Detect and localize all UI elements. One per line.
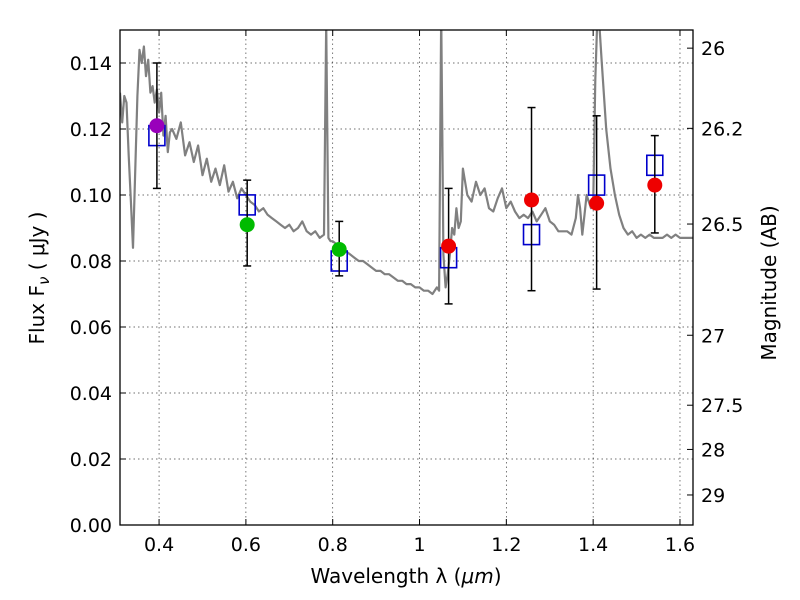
x-tick-label: 1 — [413, 534, 425, 556]
x-tick-labels: 0.4 0.6 0.8 1 1.2 1.4 1.6 — [144, 534, 695, 556]
magnitude-tick-labels: 26 26.2 26.5 27 27.5 28 29 — [701, 38, 743, 507]
x-tick-label: 0.6 — [231, 534, 261, 556]
magnitude-tick-label: 27 — [701, 325, 725, 347]
x-tick-label: 0.8 — [318, 534, 348, 556]
y-tick-labels: 0.00 0.02 0.04 0.06 0.08 0.10 0.12 0.14 — [70, 53, 112, 537]
y-tick-label: 0.06 — [70, 317, 112, 339]
observed-point — [239, 217, 255, 233]
x-tick-label: 1.2 — [491, 534, 521, 556]
observed-point — [441, 238, 457, 254]
tick-marks — [120, 30, 693, 526]
observed-point — [331, 241, 347, 257]
x-tick-label: 1.4 — [578, 534, 608, 556]
magnitude-tick-label: 26.2 — [701, 118, 743, 140]
spectrum-line — [120, 30, 693, 296]
magnitude-tick-label: 26.5 — [701, 214, 743, 236]
observed-point — [149, 118, 165, 134]
errorbar-layer — [152, 62, 659, 305]
magnitude-tick-label: 26 — [701, 38, 725, 60]
y-tick-label: 0.08 — [70, 251, 112, 273]
y-tick-label: 0.00 — [70, 515, 112, 537]
observation-layer — [149, 118, 663, 257]
spectrum-layer — [120, 30, 693, 296]
magnitude-tick-label: 28 — [701, 439, 725, 461]
y-tick-label: 0.12 — [70, 119, 112, 141]
plot-frame — [119, 29, 694, 526]
observed-point — [589, 195, 605, 211]
magnitude-tick-label: 29 — [701, 485, 725, 507]
x-axis-title: Wavelength λ (μm) — [310, 564, 501, 588]
y-tick-label: 0.04 — [70, 383, 112, 405]
observed-point — [524, 192, 540, 208]
x-tick-label: 0.4 — [144, 534, 174, 556]
y-tick-label: 0.10 — [70, 185, 112, 207]
magnitude-tick-label: 27.5 — [701, 395, 743, 417]
y-axis-title: Flux Fν ( μJy ) — [25, 212, 53, 345]
y-tick-label: 0.14 — [70, 53, 112, 75]
observed-point — [647, 177, 663, 193]
x-tick-label: 1.6 — [665, 534, 695, 556]
grid-lines — [120, 30, 693, 526]
right-axis-title: Magnitude (AB) — [757, 205, 781, 360]
y-tick-label: 0.02 — [70, 449, 112, 471]
